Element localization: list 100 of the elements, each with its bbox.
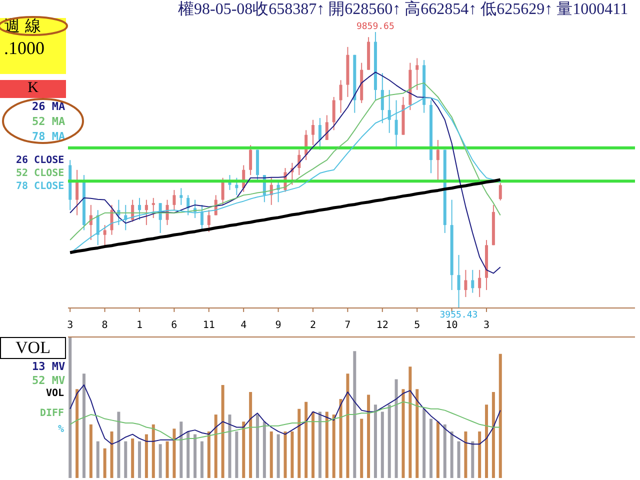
text: 52 MV bbox=[32, 374, 66, 387]
candlestick bbox=[103, 224, 106, 248]
candlestick bbox=[180, 188, 183, 206]
text: 52 MA bbox=[32, 115, 66, 128]
bar bbox=[200, 441, 204, 478]
bar bbox=[207, 431, 210, 478]
x-tick-label: 5 bbox=[414, 320, 420, 332]
bar bbox=[471, 441, 474, 478]
bar bbox=[450, 431, 454, 478]
candlestick bbox=[471, 269, 474, 294]
bar bbox=[76, 389, 79, 478]
bar bbox=[402, 389, 405, 478]
bar bbox=[312, 412, 315, 478]
candlestick bbox=[221, 177, 224, 206]
text: % bbox=[58, 424, 64, 435]
candlestick bbox=[312, 119, 315, 146]
annotation: 9859.65 bbox=[356, 22, 394, 32]
bar bbox=[138, 441, 142, 478]
candlestick bbox=[339, 80, 342, 114]
bar bbox=[325, 412, 328, 478]
bar bbox=[416, 389, 419, 478]
bar bbox=[464, 431, 468, 478]
bar bbox=[172, 428, 176, 478]
bar bbox=[235, 431, 238, 478]
x-tick-label: 4 bbox=[240, 320, 247, 332]
bar bbox=[242, 422, 246, 478]
candlestick bbox=[318, 117, 322, 150]
bar bbox=[214, 414, 218, 478]
bar bbox=[318, 412, 322, 478]
bar bbox=[256, 414, 259, 478]
bar bbox=[408, 366, 412, 478]
x-tick-label: 11 bbox=[202, 320, 215, 332]
candlestick bbox=[207, 210, 210, 233]
candlestick bbox=[416, 58, 419, 90]
candlestick bbox=[152, 197, 155, 219]
candlestick bbox=[172, 189, 176, 211]
bar bbox=[436, 422, 440, 478]
candlestick bbox=[478, 269, 482, 298]
candlestick bbox=[200, 204, 204, 231]
bar bbox=[166, 441, 169, 478]
bar bbox=[380, 412, 384, 478]
candlestick bbox=[464, 269, 468, 298]
bar bbox=[158, 444, 162, 478]
text: .1000 bbox=[4, 38, 44, 59]
bar bbox=[422, 408, 426, 478]
bar bbox=[68, 337, 72, 478]
bar bbox=[304, 402, 308, 478]
bar bbox=[394, 379, 398, 478]
bar bbox=[221, 384, 224, 478]
candlestick bbox=[436, 139, 440, 181]
candlestick bbox=[249, 144, 252, 176]
bar bbox=[485, 404, 488, 478]
bar bbox=[270, 431, 273, 478]
bar bbox=[249, 392, 252, 478]
bar bbox=[152, 424, 155, 478]
bar bbox=[117, 412, 120, 478]
x-tick-label: 3 bbox=[483, 320, 490, 332]
bar bbox=[96, 441, 100, 478]
bar bbox=[332, 414, 336, 478]
bar bbox=[492, 392, 495, 478]
candlestick bbox=[138, 197, 142, 220]
bar bbox=[276, 434, 280, 478]
candlestick bbox=[498, 182, 502, 201]
bar bbox=[262, 422, 266, 478]
x-tick-label: 12 bbox=[376, 320, 388, 332]
text: DIFF bbox=[40, 408, 64, 419]
bar bbox=[360, 418, 364, 478]
x-tick-label: 3 bbox=[67, 320, 74, 332]
bar bbox=[298, 408, 301, 478]
bar bbox=[194, 434, 197, 478]
candlestick bbox=[457, 254, 460, 308]
bar bbox=[353, 351, 356, 478]
candlestick bbox=[144, 199, 148, 226]
bar bbox=[443, 424, 446, 478]
bar bbox=[290, 431, 294, 478]
x-tick-label: 1 bbox=[136, 320, 142, 332]
text: K bbox=[0, 80, 66, 98]
bar bbox=[82, 374, 86, 478]
text: VOL bbox=[46, 388, 64, 399]
candlestick bbox=[89, 204, 92, 241]
bar bbox=[110, 431, 114, 478]
bar bbox=[339, 399, 342, 478]
x-tick-label: 2 bbox=[310, 320, 316, 332]
bar bbox=[478, 431, 482, 478]
text: 52 CLOSE bbox=[16, 168, 64, 179]
bar bbox=[89, 424, 92, 478]
x-tick-label: 9 bbox=[275, 320, 282, 332]
bar bbox=[124, 441, 128, 478]
text: 26 MA bbox=[32, 100, 66, 113]
candlestick bbox=[394, 100, 398, 148]
annotation: 3955.43 bbox=[440, 310, 478, 320]
candlestick bbox=[235, 177, 238, 196]
bar bbox=[131, 438, 134, 478]
bar bbox=[346, 374, 350, 478]
bar bbox=[144, 434, 148, 478]
text: 78 CLOSE bbox=[16, 181, 64, 192]
text: 13 MV bbox=[32, 360, 66, 373]
bar bbox=[457, 441, 460, 478]
bar bbox=[103, 448, 106, 478]
candlestick bbox=[325, 114, 328, 140]
